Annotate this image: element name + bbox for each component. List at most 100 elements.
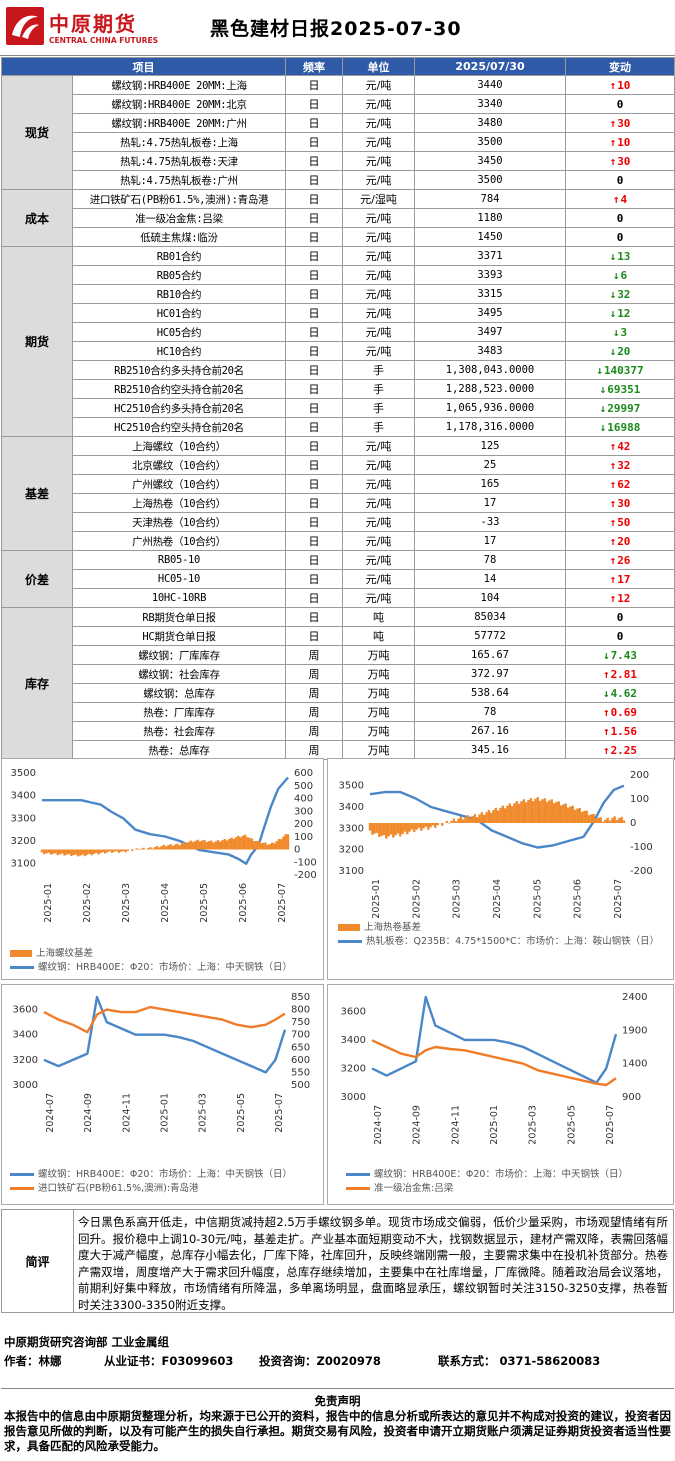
x-tick-label: 2024-09 [83, 1093, 94, 1133]
category-cell: 期货 [1, 246, 73, 437]
unit-cell: 元/吨 [342, 132, 415, 152]
change-cell: ↑30 [565, 151, 675, 171]
change-cell: ↓16988 [565, 417, 675, 437]
bar-mark [280, 839, 283, 850]
bar-mark [203, 839, 206, 850]
bar-mark [261, 842, 265, 850]
bar-mark [113, 849, 116, 852]
unit-cell: 手 [342, 417, 415, 437]
item-name-cell: 上海螺纹（10合约） [72, 436, 286, 456]
bar-mark [223, 838, 227, 850]
bar-mark [103, 849, 107, 854]
bar-mark [201, 840, 204, 850]
bar-mark [578, 807, 581, 823]
item-name-cell: RB2510合约空头持仓前20名 [72, 379, 286, 399]
y-right-tick-label: 1900 [622, 1025, 647, 1036]
x-tick-label: 2025-06 [573, 879, 584, 919]
value-cell: 3500 [414, 132, 566, 152]
category-cell: 价差 [1, 550, 73, 608]
value-cell: 3393 [414, 265, 566, 285]
legend-item: 进口铁矿石(PB粉61.5%,澳洲):青岛港 [10, 1182, 292, 1196]
bar-mark [585, 810, 588, 823]
x-tick-label: 2024-11 [121, 1093, 132, 1133]
bar-mark [255, 840, 258, 850]
disclaimer-heading: 免责声明 [314, 1394, 361, 1408]
bar-mark [241, 835, 245, 850]
bar-mark [531, 801, 535, 823]
bar-mark [275, 841, 278, 850]
change-value: 0 [616, 173, 624, 187]
arrow-up-icon: ↑ [609, 439, 617, 453]
item-name-cell: HC期货仓单日报 [72, 626, 286, 646]
change-value: 12 [617, 306, 631, 320]
frequency-cell: 日 [285, 284, 343, 304]
value-cell: 85034 [414, 607, 566, 627]
y-right-tick-label: 500 [294, 781, 313, 792]
y-left-tick-label: 3300 [339, 823, 364, 834]
frequency-cell: 日 [285, 170, 343, 190]
item-name-cell: HC2510合约空头持仓前20名 [72, 417, 286, 437]
legend-label: 准一级冶金焦:吕梁 [374, 1183, 454, 1194]
item-name-cell: RB2510合约多头持仓前20名 [72, 360, 286, 380]
category-cell: 现货 [1, 75, 73, 190]
legend-item: 热轧板卷：Q235B：4.75*1500*C：市场价：上海：鞍山钢铁（日） [338, 935, 668, 949]
company-logo: 中原期货 CENTRAL CHINA FUTURES [6, 5, 166, 51]
author: 作者：林娜 [4, 1354, 62, 1368]
table-row: RB2510合约多头持仓前20名日手 1,308,043.0000 ↓140377 [2, 360, 675, 380]
change-value: 30 [617, 116, 631, 130]
change-value: 50 [617, 515, 631, 529]
y-right-tick-label: 800 [291, 1005, 310, 1016]
arrow-up-icon: ↑ [612, 192, 620, 206]
bar-mark [92, 849, 96, 854]
value-cell: 1,178,316.0000 [414, 417, 566, 437]
bar-mark [371, 823, 374, 835]
bar-mark [142, 847, 145, 850]
bar-mark [487, 810, 491, 823]
value-cell: 3500 [414, 170, 566, 190]
change-cell: 0 [565, 227, 675, 247]
frequency-cell: 日 [285, 436, 343, 456]
change-value: 0 [616, 629, 624, 643]
arrow-down-icon: ↓ [599, 420, 607, 434]
bar-mark [413, 823, 416, 833]
bar-mark [94, 849, 98, 853]
frequency-cell: 周 [285, 721, 343, 741]
item-name-cell: RB10合约 [72, 284, 286, 304]
bar-mark [221, 840, 224, 850]
bar-mark [99, 849, 102, 854]
unit-cell: 万吨 [342, 645, 415, 665]
x-tick-label: 2025-05 [236, 1093, 247, 1133]
chart-4: 3600 3400 3200 3000 2400 1900 1400 900 2024-07 20… [327, 984, 674, 1205]
arrow-down-icon: ↓ [602, 686, 610, 700]
disclaimer: 免责声明 本报告中的信息由中原期货整理分析，均来源于已公开的资料，报告中的信息分… [1, 1388, 674, 1460]
value-cell: 3371 [414, 246, 566, 266]
change-value: 3 [620, 325, 628, 339]
bar-mark [420, 823, 423, 831]
table-row: HC01合约日元/吨 3495 ↓12 [2, 303, 675, 323]
change-cell: ↑32 [565, 455, 675, 475]
unit-cell: 元/吨 [342, 94, 415, 114]
value-cell: -33 [414, 512, 566, 532]
table-row: 现货 螺纹钢:HRB400E 20MM:上海日元/吨 3440 ↑10 [1, 75, 675, 190]
bar-mark [237, 835, 240, 850]
value-cell: 3480 [414, 113, 566, 133]
y-right-tick-label: 550 [291, 1067, 310, 1078]
bar-mark [492, 810, 495, 823]
table-row: RB05合约日元/吨 3393 ↓6 [2, 265, 675, 285]
bar-mark [489, 812, 493, 823]
frequency-cell: 日 [285, 265, 343, 285]
frequency-cell: 周 [285, 664, 343, 684]
value-cell: 1,065,936.0000 [414, 398, 566, 418]
arrow-down-icon: ↓ [609, 306, 617, 320]
unit-cell: 元/吨 [342, 512, 415, 532]
x-tick-label: 2025-02 [82, 883, 93, 923]
bar-mark [146, 848, 150, 850]
chart-1-legend: 上海螺纹基差 螺纹钢：HRB400E：Φ20：市场价：上海：中天钢铁（日） [10, 947, 292, 975]
bar-mark [88, 849, 91, 854]
unit-cell: 元/吨 [342, 170, 415, 190]
arrow-up-icon: ↑ [609, 135, 617, 149]
item-name-cell: 热卷：总库存 [72, 740, 286, 760]
bar-mark [67, 849, 71, 855]
item-name-cell: 北京螺纹（10合约） [72, 455, 286, 475]
value-cell: 345.16 [414, 740, 566, 760]
